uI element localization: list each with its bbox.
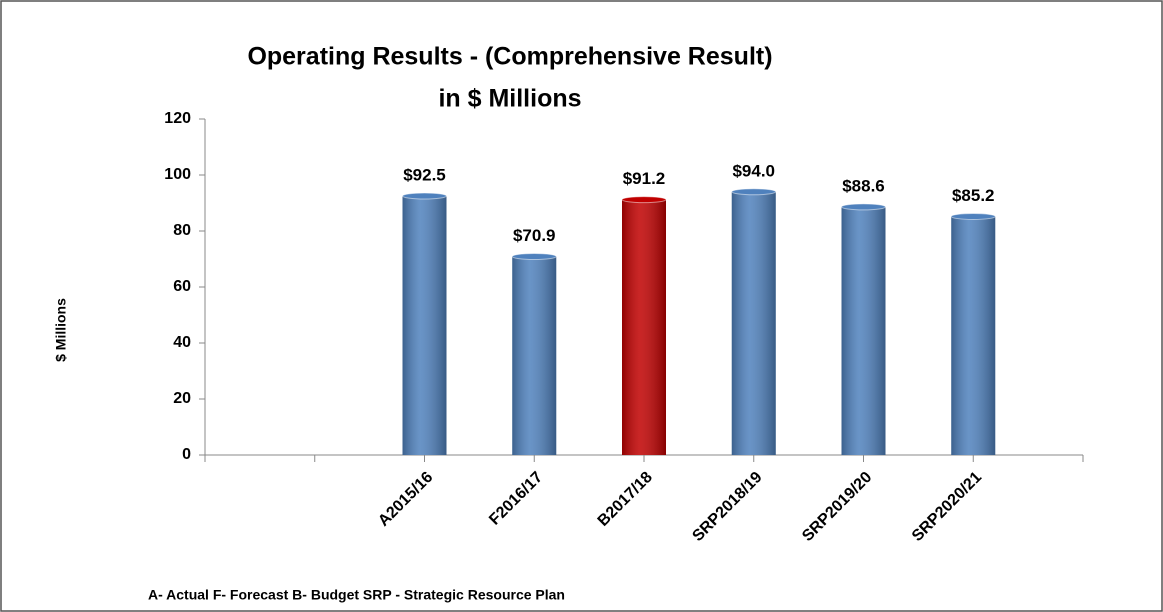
- value-label: $88.6: [842, 176, 885, 195]
- bar-shade: [512, 256, 557, 455]
- bar-shade: [951, 216, 996, 455]
- bar-cap: [950, 212, 996, 220]
- value-label: $70.9: [513, 226, 556, 245]
- x-tick-label: SRP2018/19: [689, 469, 765, 545]
- bar-cap: [621, 196, 667, 204]
- bar-cap: [841, 203, 886, 211]
- chart-title: Operating Results - (Comprehensive Resul…: [247, 43, 772, 71]
- y-tick-label: 0: [182, 446, 191, 463]
- x-tick-label: F2016/17: [486, 469, 546, 529]
- bar-cap: [511, 252, 557, 260]
- y-tick-label: 80: [173, 222, 191, 239]
- bar-cap: [402, 192, 447, 200]
- bar-shade: [402, 196, 447, 455]
- footnote: A- Actual F- Forecast B- Budget SRP - St…: [148, 587, 565, 603]
- y-tick-label: 40: [173, 334, 191, 351]
- y-tick-label: 100: [164, 166, 191, 183]
- value-label: $91.2: [623, 169, 666, 188]
- x-tick-label: A2015/16: [375, 469, 436, 530]
- x-tick-label: SRP2019/20: [799, 469, 875, 545]
- chart-subtitle: in $ Millions: [438, 85, 581, 113]
- value-label: $92.5: [403, 165, 446, 184]
- value-label: $94.0: [732, 161, 775, 180]
- bar-cap: [731, 188, 777, 196]
- y-tick-label: 20: [173, 390, 191, 407]
- bar-shade: [622, 199, 666, 455]
- bar-shade: [731, 191, 776, 456]
- x-tick-label: B2017/18: [595, 469, 656, 530]
- bar-shade: [841, 206, 886, 455]
- x-tick-label: SRP2020/21: [909, 469, 985, 545]
- y-axis-title: $ Millions: [53, 298, 69, 362]
- value-label: $85.2: [952, 186, 995, 205]
- y-tick-label: 60: [173, 278, 191, 295]
- y-tick-label: 120: [164, 110, 191, 127]
